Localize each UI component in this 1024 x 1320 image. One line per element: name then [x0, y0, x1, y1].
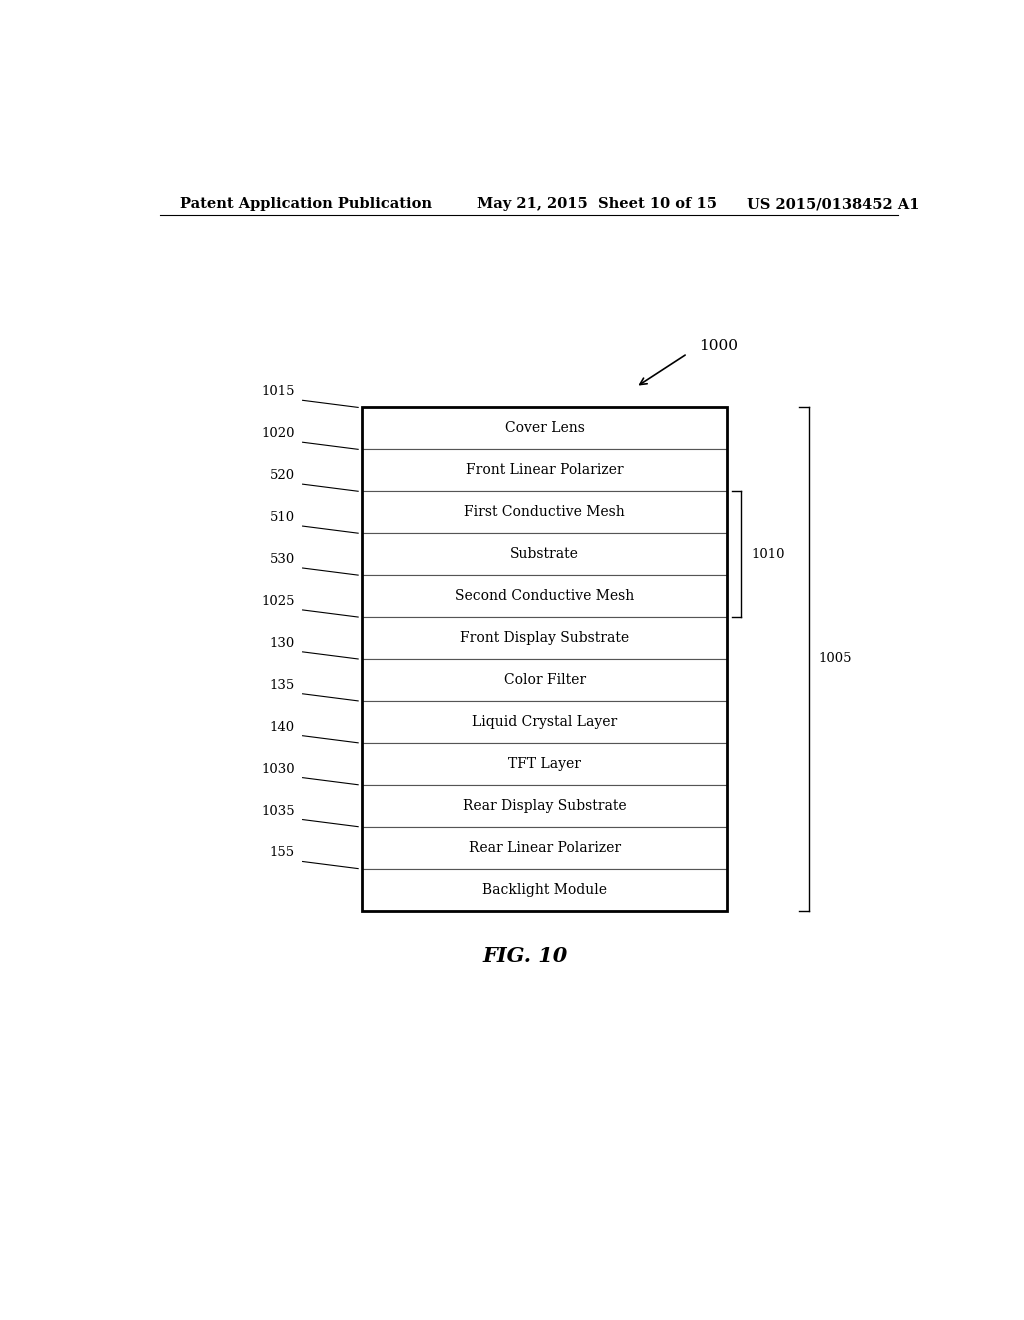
Bar	[362, 659, 727, 701]
Text: US 2015/0138452 A1: US 2015/0138452 A1	[748, 197, 920, 211]
Text: FIG. 10: FIG. 10	[482, 946, 567, 966]
Bar	[362, 616, 727, 659]
Bar	[362, 408, 727, 449]
Bar	[362, 408, 727, 911]
Text: 1025: 1025	[261, 595, 295, 609]
Bar	[362, 533, 727, 576]
Text: Liquid Crystal Layer: Liquid Crystal Layer	[472, 715, 617, 729]
Text: Second Conductive Mesh: Second Conductive Mesh	[455, 589, 634, 603]
Text: 1020: 1020	[261, 428, 295, 440]
Text: Color Filter: Color Filter	[504, 673, 586, 686]
Text: 510: 510	[269, 511, 295, 524]
Text: May 21, 2015  Sheet 10 of 15: May 21, 2015 Sheet 10 of 15	[477, 197, 717, 211]
Text: 1010: 1010	[751, 548, 784, 561]
Text: 530: 530	[269, 553, 295, 566]
Text: 155: 155	[269, 846, 295, 859]
Bar	[362, 491, 727, 533]
Bar	[362, 743, 727, 785]
Bar	[362, 576, 727, 616]
Text: Patent Application Publication: Patent Application Publication	[179, 197, 431, 211]
Bar	[362, 449, 727, 491]
Text: Rear Linear Polarizer: Rear Linear Polarizer	[469, 841, 621, 854]
Text: Substrate: Substrate	[510, 548, 580, 561]
Text: 130: 130	[269, 636, 295, 649]
Text: 1000: 1000	[699, 339, 738, 354]
Text: Backlight Module: Backlight Module	[482, 883, 607, 896]
Bar	[362, 785, 727, 826]
Text: 1035: 1035	[261, 804, 295, 817]
Text: 520: 520	[269, 469, 295, 482]
Text: TFT Layer: TFT Layer	[508, 756, 582, 771]
Bar	[362, 826, 727, 869]
Text: Front Display Substrate: Front Display Substrate	[460, 631, 629, 645]
Bar	[362, 869, 727, 911]
Text: Front Linear Polarizer: Front Linear Polarizer	[466, 463, 624, 478]
Text: 1015: 1015	[261, 385, 295, 399]
Bar	[362, 701, 727, 743]
Text: 1030: 1030	[261, 763, 295, 776]
Text: 140: 140	[269, 721, 295, 734]
Text: First Conductive Mesh: First Conductive Mesh	[464, 506, 625, 519]
Text: Cover Lens: Cover Lens	[505, 421, 585, 436]
Text: 1005: 1005	[818, 652, 852, 665]
Text: 135: 135	[269, 678, 295, 692]
Text: Rear Display Substrate: Rear Display Substrate	[463, 799, 627, 813]
